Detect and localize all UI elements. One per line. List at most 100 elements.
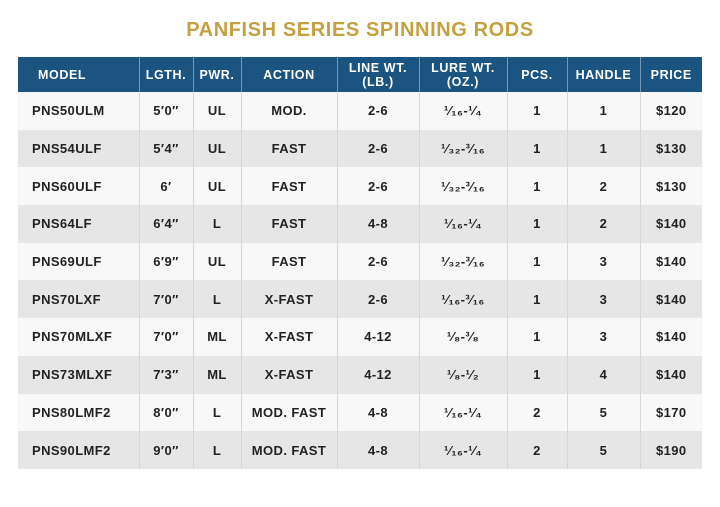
cell-length: 7′0″ <box>138 318 193 356</box>
table-row: PNS80LMF2 8′0″ L MOD. FAST 4-8 ¹⁄₁₆-¹⁄₄ … <box>18 393 702 432</box>
cell-power: L <box>192 205 241 243</box>
cell-pieces: 1 <box>506 92 567 130</box>
cell-lure-wt: ¹⁄₁₆-¹⁄₄ <box>418 393 507 432</box>
table-row: PNS69ULF 6′9″ UL FAST 2-6 ¹⁄₃₂-³⁄₁₆ 1 3 … <box>18 242 702 281</box>
cell-pieces: 1 <box>506 242 567 281</box>
cell-price: $120 <box>639 92 702 130</box>
cell-action: FAST <box>240 205 337 243</box>
table-row: PNS54ULF 5′4″ UL FAST 2-6 ¹⁄₃₂-³⁄₁₆ 1 1 … <box>18 129 702 168</box>
cell-lure-wt: ¹⁄₁₆-¹⁄₄ <box>418 431 507 469</box>
cell-handle: 3 <box>566 318 640 356</box>
cell-action: X-FAST <box>240 318 337 356</box>
cell-lure-wt: ¹⁄₈-³⁄₈ <box>418 318 507 356</box>
cell-line-wt: 2-6 <box>336 92 419 130</box>
cell-price: $170 <box>639 393 702 432</box>
cell-handle: 3 <box>566 280 640 319</box>
cell-power: ML <box>192 318 241 356</box>
cell-length: 7′3″ <box>138 355 193 394</box>
cell-action: FAST <box>240 129 337 168</box>
cell-price: $140 <box>639 242 702 281</box>
cell-power: L <box>192 393 241 432</box>
cell-model: PNS54ULF <box>32 141 102 157</box>
column-header-power: PWR. <box>192 57 241 92</box>
cell-handle: 2 <box>566 167 640 206</box>
cell-lure-wt: ¹⁄₁₆-³⁄₁₆ <box>418 280 507 319</box>
cell-model: PNS70MLXF <box>32 329 113 345</box>
panfish-rods-spec-table: MODEL LGTH. PWR. ACTION LINE WT. (LB.) L… <box>18 57 702 469</box>
cell-line-wt: 4-8 <box>336 431 419 469</box>
cell-handle: 1 <box>566 129 640 168</box>
cell-length: 6′ <box>138 167 193 206</box>
cell-lure-wt: ¹⁄₁₆-¹⁄₄ <box>418 205 507 243</box>
cell-handle: 4 <box>566 355 640 394</box>
cell-power: UL <box>192 92 241 130</box>
cell-model: PNS64LF <box>32 216 92 232</box>
page-title: PANFISH SERIES SPINNING RODS <box>186 19 534 41</box>
cell-price: $190 <box>639 431 702 469</box>
cell-pieces: 2 <box>506 393 567 432</box>
cell-handle: 3 <box>566 242 640 281</box>
cell-pieces: 1 <box>506 129 567 168</box>
cell-power: ML <box>192 355 241 394</box>
cell-action: FAST <box>240 242 337 281</box>
table-row: PNS73MLXF 7′3″ ML X-FAST 4-12 ¹⁄₈-¹⁄₂ 1 … <box>18 355 702 394</box>
table-row: PNS60ULF 6′ UL FAST 2-6 ¹⁄₃₂-³⁄₁₆ 1 2 $1… <box>18 167 702 206</box>
cell-price: $130 <box>639 129 702 168</box>
cell-model: PNS50ULM <box>32 103 105 119</box>
cell-power: UL <box>192 167 241 206</box>
column-header-model: MODEL <box>18 57 139 92</box>
cell-power: L <box>192 431 241 469</box>
cell-pieces: 2 <box>506 431 567 469</box>
table-row: PNS50ULM 5′0″ UL MOD. 2-6 ¹⁄₁₆-¹⁄₄ 1 1 $… <box>18 92 702 130</box>
column-header-length: LGTH. <box>138 57 193 92</box>
cell-price: $140 <box>639 318 702 356</box>
cell-line-wt: 4-8 <box>336 205 419 243</box>
cell-action: X-FAST <box>240 355 337 394</box>
column-header-line-wt: LINE WT. (LB.) <box>336 57 419 92</box>
cell-model: PNS90LMF2 <box>32 442 111 458</box>
cell-model: PNS80LMF2 <box>32 404 111 420</box>
cell-length: 7′0″ <box>138 280 193 319</box>
column-header-price: PRICE <box>639 57 702 92</box>
cell-price: $140 <box>639 205 702 243</box>
cell-length: 9′0″ <box>138 431 193 469</box>
column-header-pieces: PCS. <box>506 57 567 92</box>
cell-pieces: 1 <box>506 318 567 356</box>
header-row: MODEL LGTH. PWR. ACTION LINE WT. (LB.) L… <box>18 57 702 92</box>
cell-line-wt: 4-12 <box>336 355 419 394</box>
cell-line-wt: 4-12 <box>336 318 419 356</box>
cell-line-wt: 2-6 <box>336 167 419 206</box>
cell-model: PNS70LXF <box>32 291 101 307</box>
cell-length: 8′0″ <box>138 393 193 432</box>
cell-action: MOD. <box>240 92 337 130</box>
cell-model: PNS73MLXF <box>32 367 113 383</box>
cell-length: 6′4″ <box>138 205 193 243</box>
cell-length: 5′0″ <box>138 92 193 130</box>
column-header-lure-wt: LURE WT. (OZ.) <box>418 57 507 92</box>
cell-model: PNS69ULF <box>32 254 102 270</box>
cell-action: MOD. FAST <box>240 431 337 469</box>
cell-model: PNS60ULF <box>32 178 102 194</box>
cell-length: 6′9″ <box>138 242 193 281</box>
cell-line-wt: 4-8 <box>336 393 419 432</box>
table-row: PNS90LMF2 9′0″ L MOD. FAST 4-8 ¹⁄₁₆-¹⁄₄ … <box>18 431 702 469</box>
cell-length: 5′4″ <box>138 129 193 168</box>
cell-price: $140 <box>639 280 702 319</box>
cell-power: UL <box>192 242 241 281</box>
cell-action: X-FAST <box>240 280 337 319</box>
cell-price: $130 <box>639 167 702 206</box>
table-row: PNS70MLXF 7′0″ ML X-FAST 4-12 ¹⁄₈-³⁄₈ 1 … <box>18 318 702 356</box>
cell-price: $140 <box>639 355 702 394</box>
cell-handle: 5 <box>566 431 640 469</box>
cell-handle: 5 <box>566 393 640 432</box>
table-row: PNS64LF 6′4″ L FAST 4-8 ¹⁄₁₆-¹⁄₄ 1 2 $14… <box>18 205 702 243</box>
cell-power: UL <box>192 129 241 168</box>
cell-handle: 2 <box>566 205 640 243</box>
cell-action: MOD. FAST <box>240 393 337 432</box>
cell-power: L <box>192 280 241 319</box>
cell-pieces: 1 <box>506 205 567 243</box>
cell-pieces: 1 <box>506 355 567 394</box>
cell-lure-wt: ¹⁄₃₂-³⁄₁₆ <box>418 129 507 168</box>
cell-action: FAST <box>240 167 337 206</box>
cell-lure-wt: ¹⁄₈-¹⁄₂ <box>418 355 507 394</box>
